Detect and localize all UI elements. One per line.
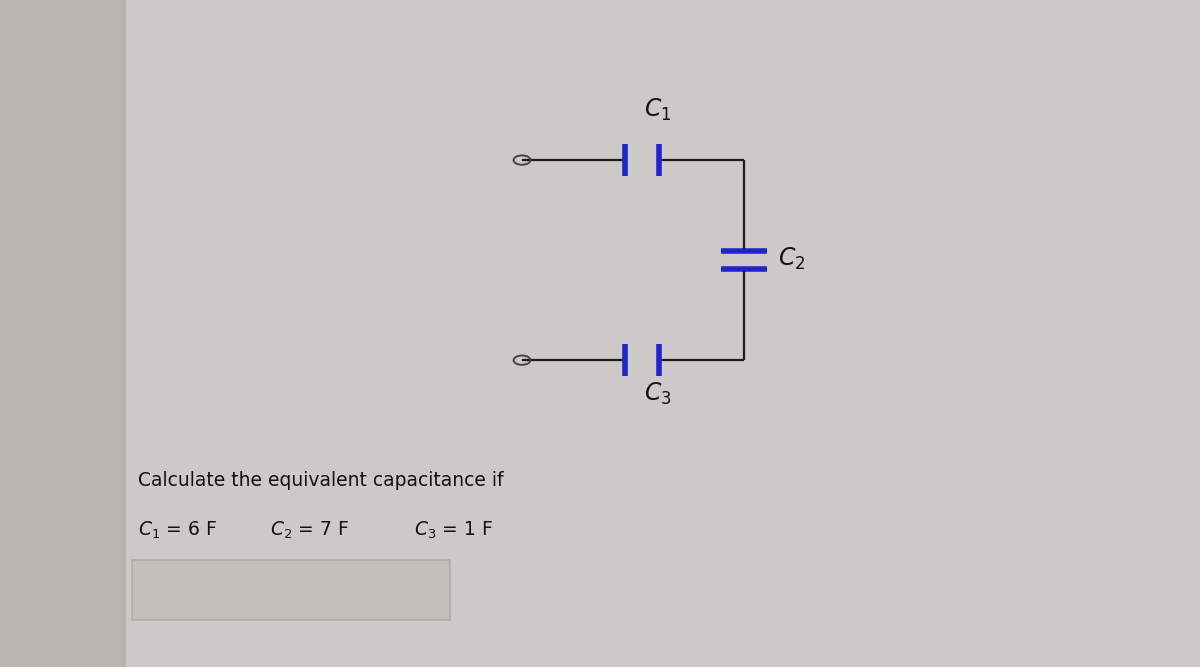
FancyBboxPatch shape	[132, 560, 450, 620]
Text: $C_3$ = 1 F: $C_3$ = 1 F	[414, 520, 493, 541]
Text: $C_2$ = 7 F: $C_2$ = 7 F	[270, 520, 349, 541]
Text: $C_1$ = 6 F: $C_1$ = 6 F	[138, 520, 217, 541]
Text: Calculate the equivalent capacitance if: Calculate the equivalent capacitance if	[138, 471, 504, 490]
Text: $C_3$: $C_3$	[643, 380, 672, 407]
Bar	[0, 0, 126, 667]
Text: $C_2$: $C_2$	[778, 245, 805, 272]
Text: $C_1$: $C_1$	[644, 97, 671, 123]
